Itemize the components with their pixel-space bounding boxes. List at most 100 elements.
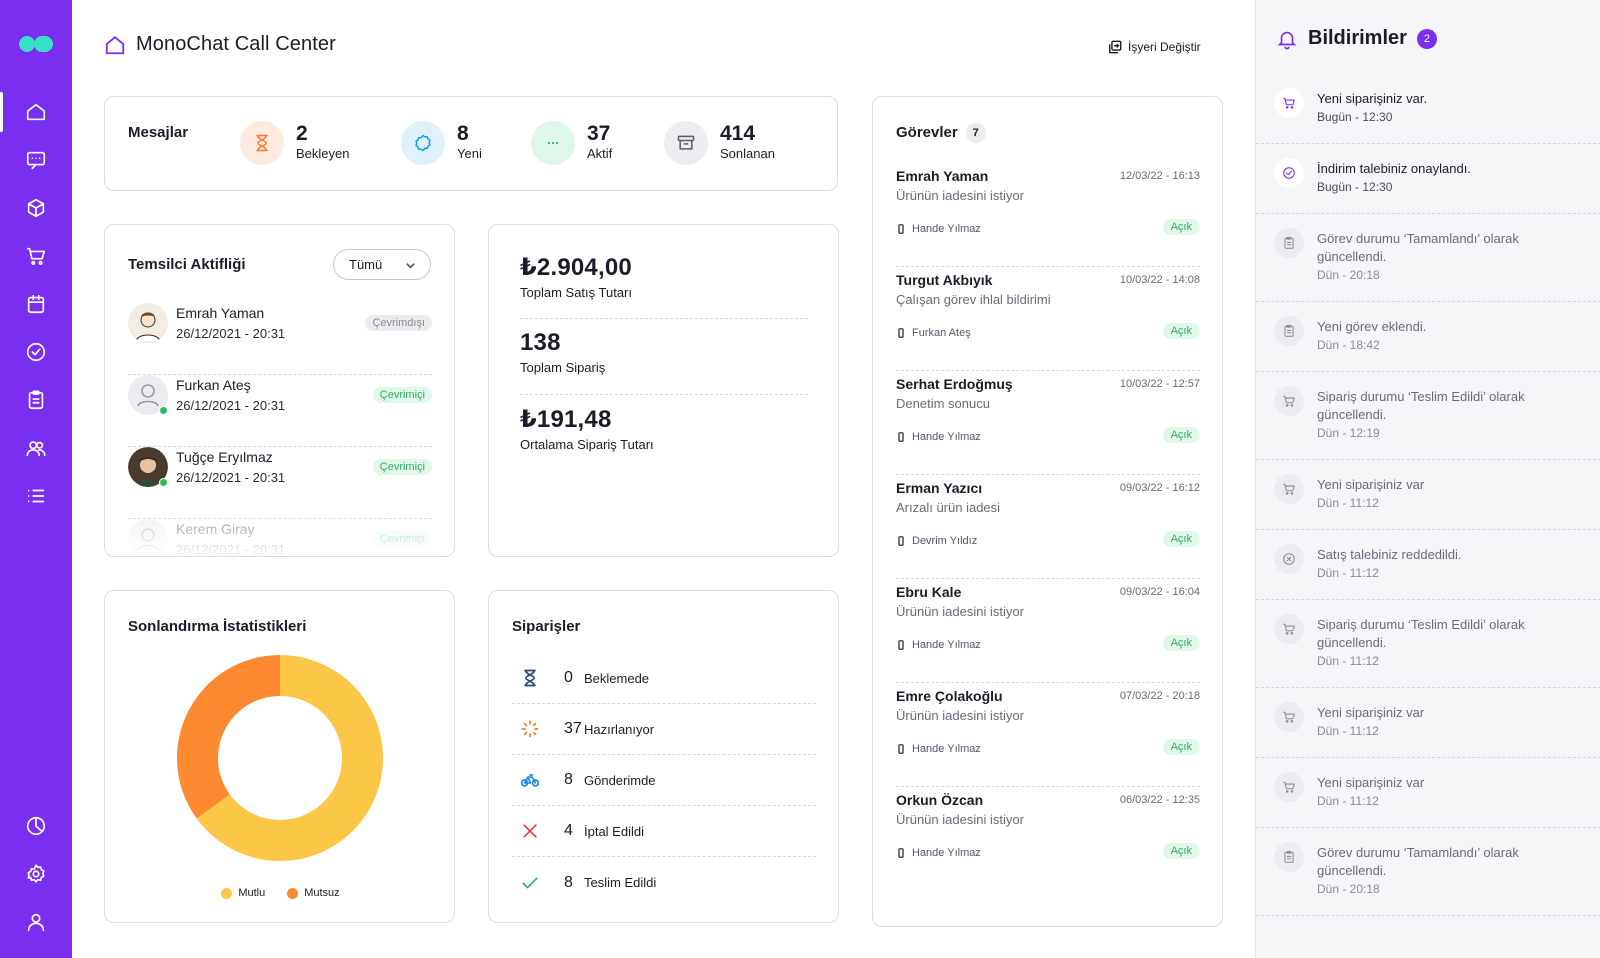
order-count: 37 bbox=[564, 720, 582, 737]
notification-item[interactable]: Görev durumu ‘Tamamlandı’ olarak güncell… bbox=[1256, 828, 1600, 916]
notification-text: Sipariş durumu ‘Teslim Edildi’ olarak gü… bbox=[1317, 389, 1525, 422]
total-orders-label: Toplam Sipariş bbox=[520, 360, 606, 375]
agent-activity-card: Temsilci Aktifliği Tümü Emrah Yaman 26/1… bbox=[104, 224, 455, 557]
notification-text: Satış talebiniz reddedildi. bbox=[1317, 547, 1462, 562]
status-badge: Açık bbox=[1162, 427, 1200, 443]
notification-item[interactable]: Görev durumu ‘Tamamlandı’ olarak güncell… bbox=[1256, 214, 1600, 302]
order-row-delivered[interactable]: 8 Teslim Edildi bbox=[512, 857, 816, 908]
task-assignee-name: Hande Yılmaz bbox=[912, 743, 981, 755]
order-row-preparing[interactable]: 37 Hazırlanıyor bbox=[512, 704, 816, 755]
stat-active[interactable]: 37 Aktif bbox=[531, 121, 612, 165]
notification-item[interactable]: Yeni siparişiniz var Dün - 11:12 bbox=[1256, 758, 1600, 828]
notification-time: Dün - 11:12 bbox=[1317, 566, 1379, 580]
total-sales: ₺2.904,00 Toplam Satış Tutarı bbox=[520, 253, 808, 300]
agent-last-seen: 26/12/2021 - 20:31 bbox=[176, 398, 286, 413]
cart-icon bbox=[1283, 483, 1295, 495]
nav-messages[interactable] bbox=[0, 140, 72, 180]
nav-list[interactable] bbox=[0, 476, 72, 516]
nav-profile[interactable] bbox=[0, 902, 72, 942]
task-name: Orkun Özcan bbox=[896, 792, 984, 808]
avatar-photo-icon bbox=[128, 447, 168, 487]
notification-time: Dün - 20:18 bbox=[1317, 268, 1380, 282]
notification-item[interactable]: Yeni siparişiniz var. Bugün - 12:30 bbox=[1256, 74, 1600, 144]
messages-title: Mesajlar bbox=[128, 124, 189, 141]
order-row-pending[interactable]: 0 Beklemede bbox=[512, 653, 816, 704]
agent-filter-value: Tümü bbox=[349, 257, 383, 272]
notification-item[interactable]: Sipariş durumu ‘Teslim Edildi’ olarak gü… bbox=[1256, 600, 1600, 688]
status-badge: Açık bbox=[1162, 843, 1200, 859]
total-orders-value: 138 bbox=[520, 329, 561, 356]
legend-label: Mutlu bbox=[238, 887, 266, 899]
nav-home[interactable] bbox=[0, 92, 72, 132]
notification-item[interactable]: Yeni görev eklendi. Dün - 18:42 bbox=[1256, 302, 1600, 372]
notification-icon-wrap bbox=[1274, 614, 1304, 644]
agent-row[interactable]: Furkan Ateş 26/12/2021 - 20:31 Çevrimiçi bbox=[128, 375, 432, 447]
online-indicator bbox=[159, 478, 168, 487]
avatar bbox=[128, 447, 168, 487]
task-description: Ürünün iadesini istiyor bbox=[896, 708, 1024, 723]
agent-last-seen: 26/12/2021 - 20:31 bbox=[176, 470, 286, 485]
order-icon-wrap bbox=[519, 718, 541, 740]
notification-item[interactable]: Yeni siparişiniz var Dün - 11:12 bbox=[1256, 688, 1600, 758]
task-item[interactable]: Serhat Erdoğmuş 10/03/22 - 12:57 Denetim s… bbox=[896, 371, 1200, 475]
agent-filter-dropdown[interactable]: Tümü bbox=[333, 249, 431, 280]
agent-row[interactable]: Tuğçe Eryılmaz 26/12/2021 - 20:31 Çevrim… bbox=[128, 447, 432, 519]
agent-row[interactable]: Kerem Giray 26/12/2021 - 20:31 Çevrimiçi bbox=[128, 519, 432, 557]
nav-products[interactable] bbox=[0, 188, 72, 228]
legend-item-unhappy: Mutsuz bbox=[287, 887, 340, 899]
online-indicator bbox=[159, 406, 168, 415]
nav-tasks[interactable] bbox=[0, 332, 72, 372]
task-item[interactable]: Orkun Özcan 06/03/22 - 12:35 Ürünün iadesi… bbox=[896, 787, 1200, 891]
chevron-down-icon bbox=[406, 263, 415, 269]
donut-slice-mutlu[interactable] bbox=[196, 655, 383, 861]
status-badge: Çevrimiçi bbox=[372, 531, 432, 547]
nav-settings[interactable] bbox=[0, 854, 72, 894]
x-icon bbox=[523, 824, 537, 838]
cart-icon bbox=[1283, 623, 1295, 635]
task-item[interactable]: Ebru Kale 09/03/22 - 16:04 Ürünün iadesini… bbox=[896, 579, 1200, 683]
stat-waiting-value: 2 bbox=[296, 122, 308, 145]
stat-closed[interactable]: 414 Sonlanan bbox=[664, 121, 775, 165]
bicycle-icon bbox=[520, 774, 540, 787]
nav-reports[interactable] bbox=[0, 380, 72, 420]
task-item[interactable]: Erman Yazıcı 09/03/22 - 16:12 Arızalı ürün… bbox=[896, 475, 1200, 579]
task-name: Turgut Akbıyık bbox=[896, 272, 993, 288]
order-row-cancelled[interactable]: 4 İptal Edildi bbox=[512, 806, 816, 857]
task-date: 06/03/22 - 12:35 bbox=[1119, 794, 1200, 806]
task-item[interactable]: Turgut Akbıyık 10/03/22 - 14:08 Çalışan gö… bbox=[896, 267, 1200, 371]
total-orders: 138 Toplam Sipariş bbox=[520, 329, 808, 375]
box-icon bbox=[27, 198, 45, 218]
archive-icon bbox=[677, 135, 695, 150]
agent-last-seen: 26/12/2021 - 20:31 bbox=[176, 542, 286, 557]
nav-analytics[interactable] bbox=[0, 806, 72, 846]
stat-waiting[interactable]: 2 Bekleyen bbox=[240, 121, 349, 165]
notification-item[interactable]: Sipariş durumu ‘Teslim Edildi’ olarak gü… bbox=[1256, 372, 1600, 460]
nav-users[interactable] bbox=[0, 428, 72, 468]
task-item[interactable]: Emrah Yaman 12/03/22 - 16:13 Ürünün iadesi… bbox=[896, 163, 1200, 267]
orders-card: Siparişler 0 Beklemede 37 Hazırlanıyor 8… bbox=[488, 590, 839, 923]
sidebar bbox=[0, 0, 72, 958]
task-assignee-name: Hande Yılmaz bbox=[912, 847, 981, 859]
order-count: 4 bbox=[564, 822, 573, 839]
sales-summary-card: ₺2.904,00 Toplam Satış Tutarı 138 Toplam… bbox=[488, 224, 839, 557]
agent-row[interactable]: Emrah Yaman 26/12/2021 - 20:31 Çevrimdış… bbox=[128, 303, 432, 375]
stat-new[interactable]: 8 Yeni bbox=[401, 121, 482, 165]
nav-orders[interactable] bbox=[0, 236, 72, 276]
notification-item[interactable]: İndirim talebiniz onaylandı. Bugün - 12:3… bbox=[1256, 144, 1600, 214]
task-assignee: Hande Yılmaz bbox=[896, 431, 981, 443]
task-name: Erman Yazıcı bbox=[896, 480, 983, 496]
task-name: Ebru Kale bbox=[896, 584, 962, 600]
task-assignee-name: Hande Yılmaz bbox=[912, 223, 981, 235]
order-row-shipping[interactable]: 8 Gönderimde bbox=[512, 755, 816, 806]
donut-slice-mutsuz[interactable] bbox=[177, 655, 280, 819]
notification-item[interactable]: Yeni siparişiniz var Dün - 11:12 bbox=[1256, 460, 1600, 530]
task-assignee: Furkan Ateş bbox=[896, 327, 971, 339]
orders-title: Siparişler bbox=[512, 618, 581, 635]
notification-item[interactable]: Satış talebiniz reddedildi. Dün - 11:12 bbox=[1256, 530, 1600, 600]
legend-dot bbox=[221, 887, 233, 899]
notification-icon-wrap bbox=[1274, 474, 1304, 504]
nav-calendar[interactable] bbox=[0, 284, 72, 324]
loader-icon bbox=[521, 720, 539, 738]
task-item[interactable]: Emre Çolakoğlu 07/03/22 - 20:18 Ürünün iad… bbox=[896, 683, 1200, 787]
switch-workplace-button[interactable]: İşyeri Değiştir bbox=[1108, 40, 1201, 54]
